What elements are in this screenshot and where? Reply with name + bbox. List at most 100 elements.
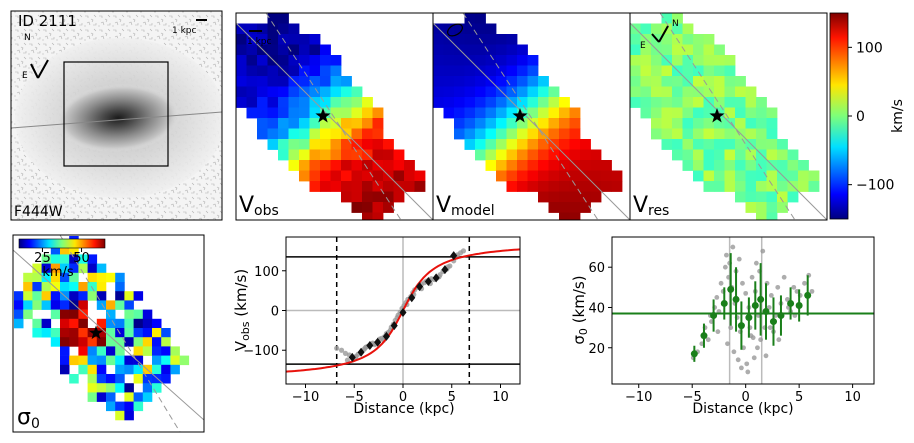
map-compass-east: E bbox=[640, 41, 646, 51]
dispersion-map-panel: 25 50 km/s σ 0 bbox=[12, 234, 205, 433]
chart2-pixel-point bbox=[781, 274, 787, 280]
chart1-y-tick: 100 bbox=[254, 265, 279, 280]
chart1-y-tick: 0 bbox=[271, 305, 279, 320]
chart2-ylabel-unit: (km/s) bbox=[570, 275, 588, 328]
map-scale-bar-label: 1 kpc bbox=[247, 37, 272, 47]
chart2-x-tick: 10 bbox=[844, 390, 861, 405]
chart1-pixel-point bbox=[338, 347, 345, 353]
chart2-binned-point bbox=[737, 322, 745, 330]
colorbar-label: km/s bbox=[890, 99, 906, 133]
chart1-y-tick: −100 bbox=[243, 344, 279, 359]
chart1-binned-point bbox=[450, 251, 458, 261]
chart2-pixel-point bbox=[749, 274, 755, 280]
chart2-pixel-point bbox=[714, 295, 720, 300]
chart2-binned-point bbox=[732, 295, 740, 303]
chart2-binned-point bbox=[690, 350, 698, 358]
chart1-binned-point bbox=[374, 337, 382, 347]
velocity-maps bbox=[235, 12, 828, 221]
velocity-colorbar: 100 0 −100 km/s bbox=[829, 12, 906, 220]
chart2-y-tick: 60 bbox=[588, 261, 605, 276]
chart2-pixel-point bbox=[728, 325, 734, 331]
map-label-model-main: V bbox=[436, 193, 451, 218]
chart2-pixel-point bbox=[776, 337, 782, 343]
chart2-pixel-point bbox=[809, 288, 815, 294]
map-label-obs-main: V bbox=[239, 193, 254, 218]
velocity-map-res bbox=[630, 13, 827, 220]
beam-ellipse-icon bbox=[447, 23, 463, 37]
center-star-icon bbox=[88, 325, 104, 340]
map-compass-icon: N E bbox=[640, 19, 679, 51]
map-label-res: V res bbox=[633, 193, 669, 219]
chart2-binned-point bbox=[787, 299, 795, 307]
chart2-binned-point bbox=[700, 332, 708, 340]
chart2-pixel-point bbox=[731, 349, 737, 355]
center-star-icon bbox=[315, 108, 331, 123]
chart2-ylabel-main: σ bbox=[570, 335, 588, 345]
chart1-pixel-point bbox=[362, 345, 368, 351]
colorbar-tick-label: −100 bbox=[856, 178, 894, 194]
chart2-binned-point bbox=[777, 312, 785, 320]
map-label-obs: V obs bbox=[239, 193, 279, 219]
chart1-binned-point bbox=[357, 347, 365, 357]
chart2-pixel-point bbox=[740, 280, 745, 286]
map-label-res-main: V bbox=[633, 193, 648, 218]
dispersion-colorbar bbox=[18, 238, 106, 249]
zoom-box bbox=[63, 61, 169, 167]
map-label-model-sub: model bbox=[451, 203, 495, 219]
chart2-x-tick: 5 bbox=[795, 390, 803, 405]
map-label-res-sub: res bbox=[648, 203, 669, 219]
chart2-pixel-point bbox=[744, 361, 750, 367]
velocity-map-model bbox=[433, 13, 630, 220]
chart2-binned-point bbox=[762, 308, 770, 316]
chart2-pixel-point bbox=[758, 337, 764, 343]
dispersion-label-sub: 0 bbox=[31, 416, 40, 432]
dispersion-label-main: σ bbox=[17, 405, 31, 430]
chart2-binned-point bbox=[757, 295, 765, 303]
chart1-binned-point bbox=[408, 293, 416, 303]
chart2-pixel-point bbox=[735, 357, 741, 363]
chart2-binned-point bbox=[727, 285, 735, 293]
chart2-x-tick: −10 bbox=[625, 390, 652, 405]
chart2-binned-point bbox=[769, 318, 777, 326]
chart1-x-tick: 5 bbox=[448, 390, 456, 405]
dispersion-colorbar-tick: 25 bbox=[34, 251, 51, 266]
center-star-icon bbox=[709, 108, 725, 123]
chart1-x-tick: 0 bbox=[399, 390, 407, 405]
chart1-binned-point bbox=[390, 321, 398, 331]
chart1-x-tick: −10 bbox=[292, 390, 319, 405]
chart2-y-tick: 20 bbox=[588, 342, 605, 357]
chart1-pixel-point bbox=[344, 357, 351, 363]
chart1-pixel-point bbox=[342, 350, 349, 357]
chart1-ylabel-sub: obs bbox=[239, 321, 252, 341]
dispersion-colorbar-label: km/s bbox=[42, 265, 74, 280]
chart2-pixel-point bbox=[755, 345, 760, 351]
map-label-obs-sub: obs bbox=[254, 203, 279, 219]
chart2-pixel-point bbox=[725, 341, 730, 347]
velocity-map-obs bbox=[236, 13, 433, 220]
chart2-pixel-point bbox=[705, 337, 711, 343]
compass-north: N bbox=[24, 33, 31, 43]
svg-text:Vobs (km/s): Vobs (km/s) bbox=[232, 269, 252, 351]
chart2-pixel-point bbox=[736, 256, 742, 262]
chart1-pixel-point bbox=[334, 345, 340, 351]
chart1-binned-point bbox=[399, 307, 407, 317]
chart1-x-tick: 10 bbox=[492, 390, 509, 405]
dispersion-label: σ 0 bbox=[17, 405, 40, 432]
chart1-x-tick: −5 bbox=[345, 390, 364, 405]
filter-label: F444W bbox=[14, 204, 63, 220]
chart2-xlabel: Distance (kpc) bbox=[692, 401, 793, 417]
chart2-pixel-point bbox=[751, 355, 757, 361]
chart2-x-tick: −5 bbox=[683, 390, 702, 405]
chart2-y-tick: 40 bbox=[588, 301, 605, 316]
chart2-pixel-point bbox=[730, 244, 736, 250]
svg-text:σ0 (km/s): σ0 (km/s) bbox=[570, 275, 590, 344]
chart2-binned-point bbox=[710, 312, 718, 320]
chart2-pixel-point bbox=[775, 284, 781, 290]
chart1-binned-point bbox=[424, 276, 432, 286]
chart2-pixel-point bbox=[718, 280, 724, 286]
chart2-pixel-point bbox=[745, 369, 751, 375]
chart1-binned-point bbox=[416, 282, 424, 292]
chart1-ylabel-main: V bbox=[232, 340, 250, 351]
chart2-pixel-point bbox=[753, 260, 759, 266]
chart1-binned-point bbox=[432, 273, 440, 283]
